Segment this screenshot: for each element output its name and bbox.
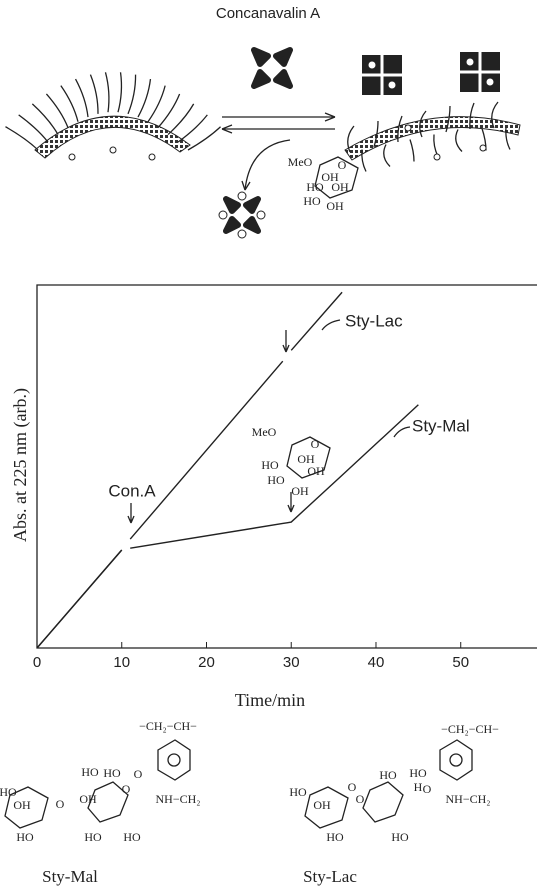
- x-axis-label: Time/min: [235, 690, 305, 710]
- x-tick-label: 0: [33, 654, 41, 671]
- structure-label: HO: [0, 785, 17, 799]
- micelle-left: [5, 72, 220, 160]
- structure-name: Sty-Mal: [42, 867, 98, 886]
- structure-label: O: [122, 782, 131, 796]
- x-tick-label: 20: [198, 654, 215, 671]
- structure-label: HO: [391, 830, 409, 844]
- hair: [138, 79, 150, 117]
- structure-label: OH: [13, 798, 31, 812]
- chem-label: OH: [331, 180, 349, 194]
- chem-label: HO: [306, 180, 324, 194]
- chem-label: HO: [303, 194, 321, 208]
- chem-label: O: [338, 158, 347, 172]
- series-label: Sty-Mal: [412, 416, 470, 435]
- y-axis-label: Abs. at 225 nm (arb.): [10, 388, 31, 542]
- hair: [456, 130, 462, 152]
- cona-released: [219, 192, 265, 238]
- micelle-right: [345, 52, 520, 172]
- hair: [384, 145, 390, 167]
- structure-label: NH−CH₂: [446, 792, 491, 806]
- x-tick-label: 30: [283, 654, 300, 671]
- inset-label: OH: [307, 464, 325, 478]
- structure-label: O: [56, 797, 65, 811]
- inset-label: O: [311, 437, 320, 451]
- figure: Concanavalin A: [0, 0, 537, 891]
- inset-label: MeO: [252, 425, 277, 439]
- structure-label: OH: [313, 798, 331, 812]
- hair: [76, 79, 88, 117]
- annotation: Con.A: [108, 481, 156, 500]
- hair: [434, 135, 438, 157]
- structure-label: HO: [379, 768, 397, 782]
- equilibrium-arrows: [222, 113, 335, 190]
- inset-label: HO: [267, 473, 285, 487]
- x-tick-label: 50: [452, 654, 469, 671]
- inset-label: HO: [261, 458, 279, 472]
- hair: [410, 140, 414, 162]
- structure-label: OH: [79, 792, 97, 806]
- structure-label: O: [423, 782, 432, 796]
- hair: [90, 75, 98, 114]
- cona-icon: [254, 50, 290, 86]
- structure-label: O: [134, 767, 143, 781]
- structure-label: HO: [123, 830, 141, 844]
- structure-label: HO: [84, 830, 102, 844]
- hair: [128, 75, 136, 114]
- chem-label: MeO: [288, 155, 313, 169]
- structure-label: HO: [409, 766, 427, 780]
- structure-label: NH−CH₂: [156, 792, 201, 806]
- inset-label: OH: [291, 484, 309, 498]
- hair: [105, 72, 108, 112]
- chem-label: OH: [326, 199, 344, 213]
- hair: [148, 86, 165, 122]
- hair: [118, 72, 121, 112]
- structure-label: −CH₂−CH−: [441, 722, 499, 736]
- hair: [5, 127, 38, 150]
- series-line: [37, 405, 418, 648]
- series-label: Sty-Lac: [345, 311, 403, 330]
- structure-label: −CH₂−CH−: [139, 719, 197, 733]
- structure-label: O: [348, 780, 357, 794]
- structure-name: Sty-Lac: [303, 867, 357, 886]
- structure-label: O: [356, 792, 365, 806]
- structure-label: HO: [326, 830, 344, 844]
- hair: [61, 86, 78, 122]
- structure-label: HO: [81, 765, 99, 779]
- x-tick-label: 10: [113, 654, 130, 671]
- x-tick-label: 40: [368, 654, 385, 671]
- structure-drawings: [5, 740, 472, 828]
- structure-label: H: [414, 780, 423, 794]
- figure-title: Concanavalin A: [216, 5, 320, 22]
- structure-label: HO: [16, 830, 34, 844]
- structure-label: HO: [289, 785, 307, 799]
- structure-label: HO: [103, 766, 121, 780]
